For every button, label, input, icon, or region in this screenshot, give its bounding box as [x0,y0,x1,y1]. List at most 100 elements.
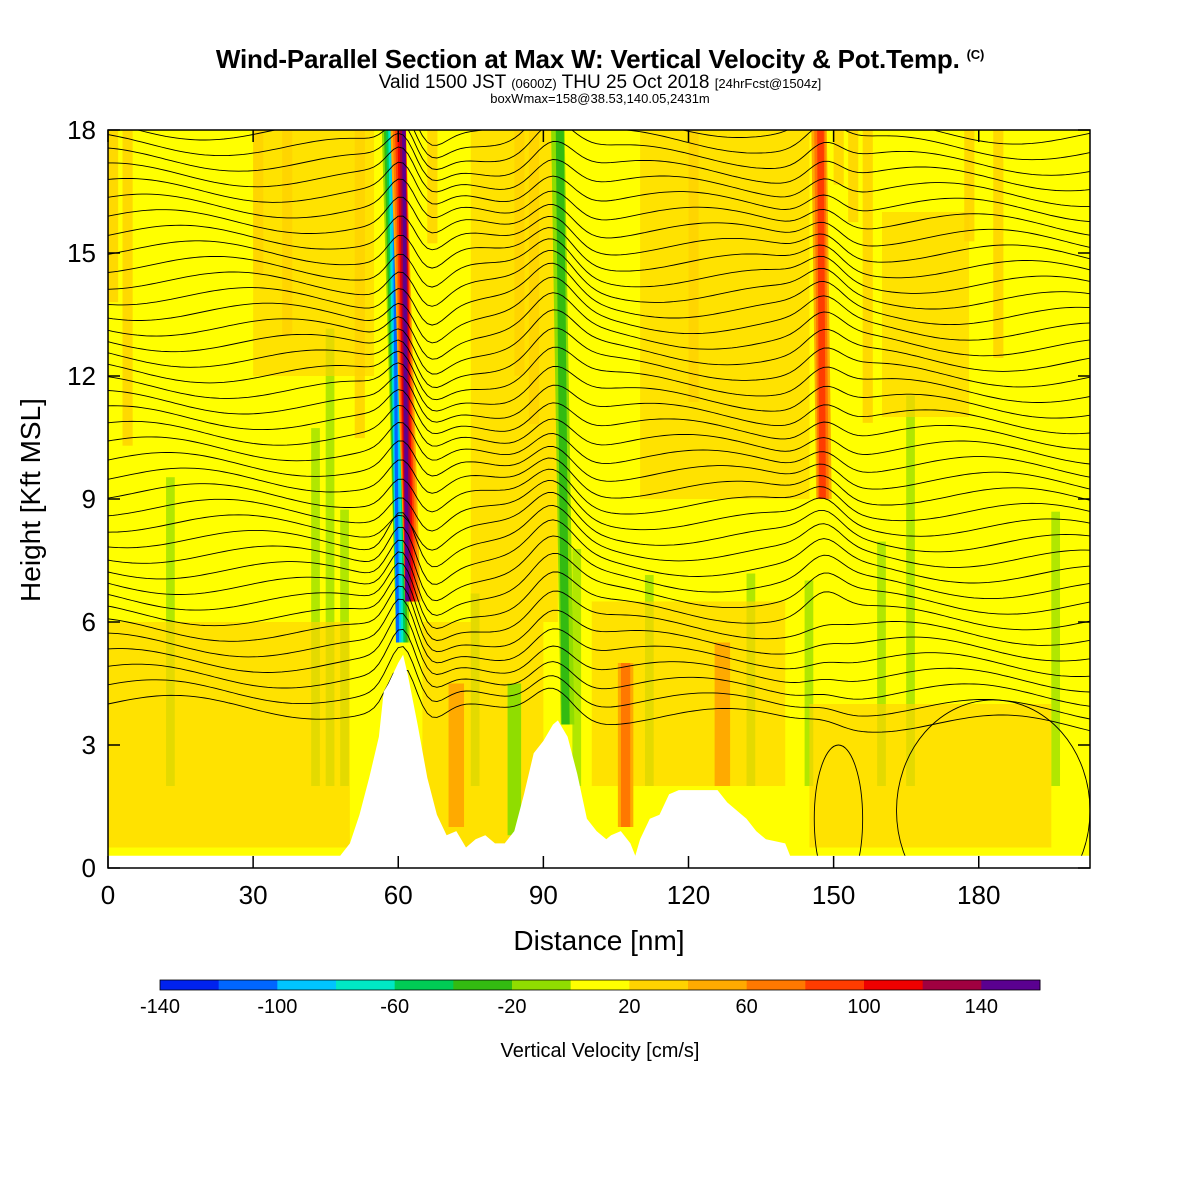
pot-temp-contour [108,327,1090,388]
y-tick-label: 18 [67,115,96,145]
pot-temp-contour [108,519,1090,585]
field-streak [427,130,438,244]
pot-temp-contour [108,178,1090,236]
colorbar-swatch [629,980,689,990]
pot-temp-contour [108,276,1090,344]
colorbar-swatch [277,980,337,990]
y-tick-label: 12 [67,361,96,391]
field-streak [877,541,886,786]
x-tick-label: 120 [667,880,710,910]
colorbar-label: 140 [965,996,998,1018]
colorbar-title: Vertical Velocity [cm/s] [501,1040,700,1062]
x-axis-title: Distance [nm] [513,925,684,956]
colorbar-label: 60 [736,996,758,1018]
colorbar-swatch [570,980,630,990]
field-streak [572,548,582,786]
pot-temp-contour [108,389,1090,450]
pot-temp-contour [108,504,1090,568]
pot-temp-contour [813,744,864,868]
x-tick-label: 60 [384,880,413,910]
w-feature [620,663,631,827]
field-band [470,130,558,622]
w-feature [448,683,465,827]
field-band [881,212,970,417]
y-tick-label: 9 [82,484,96,514]
pot-temp-contour [108,250,1090,310]
colorbar-label: -100 [257,996,297,1018]
field-band [108,622,350,848]
pot-temp-contour [108,346,1090,403]
y-tick-label: 0 [82,853,96,883]
colorbar-swatch [512,980,572,990]
pot-temp-contour [108,613,1090,693]
colorbar-swatch [453,980,513,990]
pot-temp-contour [108,457,1090,506]
pot-temp-contour [108,362,1090,419]
pot-temp-contour [108,562,1090,631]
colorbar-label: -20 [498,996,527,1018]
pot-temp-contour [108,132,1090,192]
colorbar-label: 20 [618,996,640,1018]
field-streak [325,328,335,786]
colorbar-label: -60 [380,996,409,1018]
pot-temp-contour [108,479,1090,537]
x-tick-label: 0 [101,880,115,910]
box-info: boxWmax=158@38.53,140.05,2431m [490,91,710,106]
colorbar-swatch [864,980,924,990]
pot-temp-contour [108,628,1090,707]
pot-temp-contour [108,215,1090,263]
colorbar-label: 100 [847,996,880,1018]
pot-temp-contour [108,309,1090,375]
colorbar-swatch [394,980,454,990]
pot-temp-contour [108,422,1090,478]
colorbar-label: -140 [140,996,180,1018]
pot-temp-contour [108,292,1090,360]
pot-temp-contour [108,238,1090,294]
valid-time: Valid 1500 JST (0600Z) THU 25 Oct 2018 [… [378,72,822,93]
field-streak [848,130,859,223]
y-tick-label: 15 [67,238,96,268]
field-streak [993,130,1004,358]
x-tick-label: 150 [812,880,855,910]
field-streak [906,395,915,786]
colorbar-swatch [688,980,748,990]
pot-temp-contour [108,535,1090,602]
pot-temp-contour [108,227,1090,279]
colorbar-swatch [218,980,278,990]
pot-temp-contour [108,468,1090,522]
x-tick-label: 180 [957,880,1000,910]
colorbar-swatch [981,980,1041,990]
colorbar: -140 -100 -60 -20 20 60 100 140 [140,979,1041,1018]
colorbar-swatch [922,980,982,990]
pot-temp-contour [108,374,1090,435]
pot-temp-contour [108,551,1090,616]
pot-temp-contour [108,669,1090,733]
colorbar-swatch [805,980,865,990]
x-tick-label: 90 [529,880,558,910]
colorbar-swatch [336,980,396,990]
field-streak [108,130,119,303]
w-feature [507,683,522,836]
field-streak [1051,511,1061,786]
x-tick-label: 30 [239,880,268,910]
pot-temp-contour [108,646,1090,720]
y-axis-title: Height [Kft MSL] [15,398,46,602]
colorbar-swatch [746,980,806,990]
field-streak [862,130,873,423]
field-streak [804,580,814,786]
axes: 0 30 60 90 120 150 180 0 3 6 9 12 15 18 [67,115,1090,910]
pot-temp-contour [108,573,1090,646]
vertical-velocity-field [108,130,1090,868]
pot-temp-contour [108,492,1090,553]
pot-temp-contour [108,262,1090,326]
field-streak [311,428,320,786]
pot-temp-contour [108,161,1090,223]
w-feature [402,130,409,602]
field-streak [833,130,844,185]
pot-temp-contour [108,146,1090,207]
field-band [809,704,1052,848]
pot-temp-contour [108,440,1090,490]
chart-title: Wind-Parallel Section at Max W: Vertical… [215,44,985,74]
pot-temp-contours [108,130,1090,868]
